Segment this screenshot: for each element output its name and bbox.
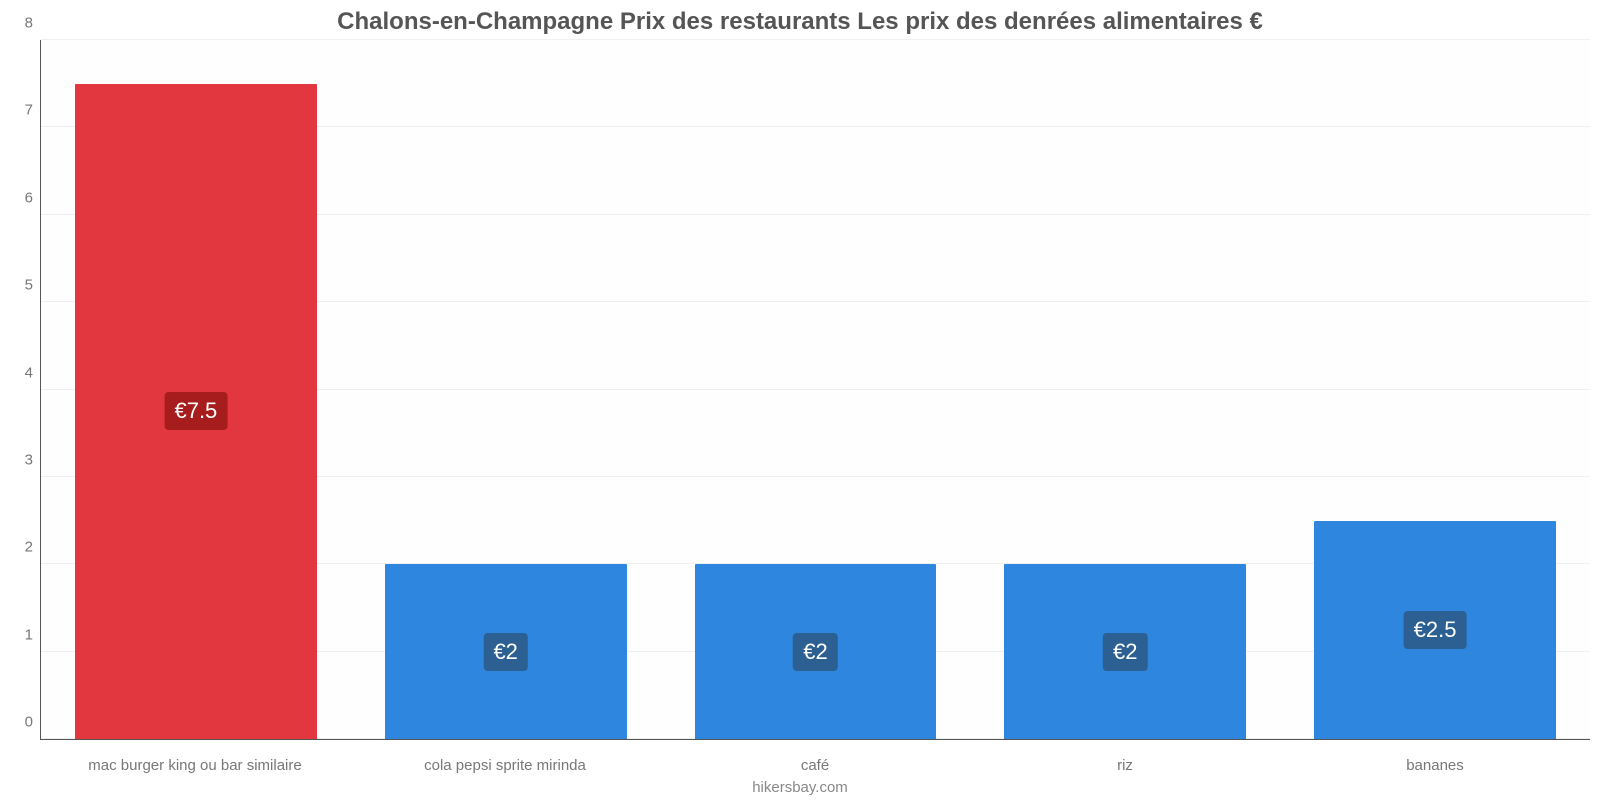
y-tick-label: 3 <box>25 451 41 468</box>
chart-footer: hikersbay.com <box>0 779 1600 796</box>
x-axis-labels: mac burger king ou bar similairecola pep… <box>40 757 1590 774</box>
x-axis-label: mac burger king ou bar similaire <box>40 757 350 774</box>
bar-slot: €7.5 <box>41 40 351 739</box>
y-tick-label: 6 <box>25 189 41 206</box>
x-axis-label: riz <box>970 757 1280 774</box>
bar-slot: €2.5 <box>1280 40 1590 739</box>
y-tick-label: 1 <box>25 626 41 643</box>
bar-value-label: €2.5 <box>1404 611 1467 649</box>
chart-title: Chalons-en-Champagne Prix des restaurant… <box>0 8 1600 36</box>
bar: €2.5 <box>1314 521 1556 739</box>
y-tick-label: 0 <box>25 714 41 731</box>
y-tick-label: 2 <box>25 539 41 556</box>
bar: €7.5 <box>75 84 317 739</box>
y-tick-label: 7 <box>25 102 41 119</box>
bars-container: €7.5 €2 €2 €2 €2.5 <box>41 40 1590 739</box>
bar-value-label: €2 <box>483 633 527 671</box>
bar-slot: €2 <box>970 40 1280 739</box>
bar: €2 <box>1004 564 1246 739</box>
bar-value-label: €2 <box>793 633 837 671</box>
x-axis-label: café <box>660 757 970 774</box>
price-bar-chart: Chalons-en-Champagne Prix des restaurant… <box>0 0 1600 800</box>
x-axis-label: bananes <box>1280 757 1590 774</box>
bar-value-label: €2 <box>1103 633 1147 671</box>
bar-slot: €2 <box>351 40 661 739</box>
bar: €2 <box>385 564 627 739</box>
bar-slot: €2 <box>661 40 971 739</box>
bar-value-label: €7.5 <box>164 392 227 430</box>
y-tick-label: 8 <box>25 15 41 32</box>
y-tick-label: 5 <box>25 277 41 294</box>
bar: €2 <box>695 564 937 739</box>
x-axis-label: cola pepsi sprite mirinda <box>350 757 660 774</box>
y-tick-label: 4 <box>25 364 41 381</box>
plot-area: 012345678 €7.5€2€2€2€2.5 <box>40 40 1590 740</box>
